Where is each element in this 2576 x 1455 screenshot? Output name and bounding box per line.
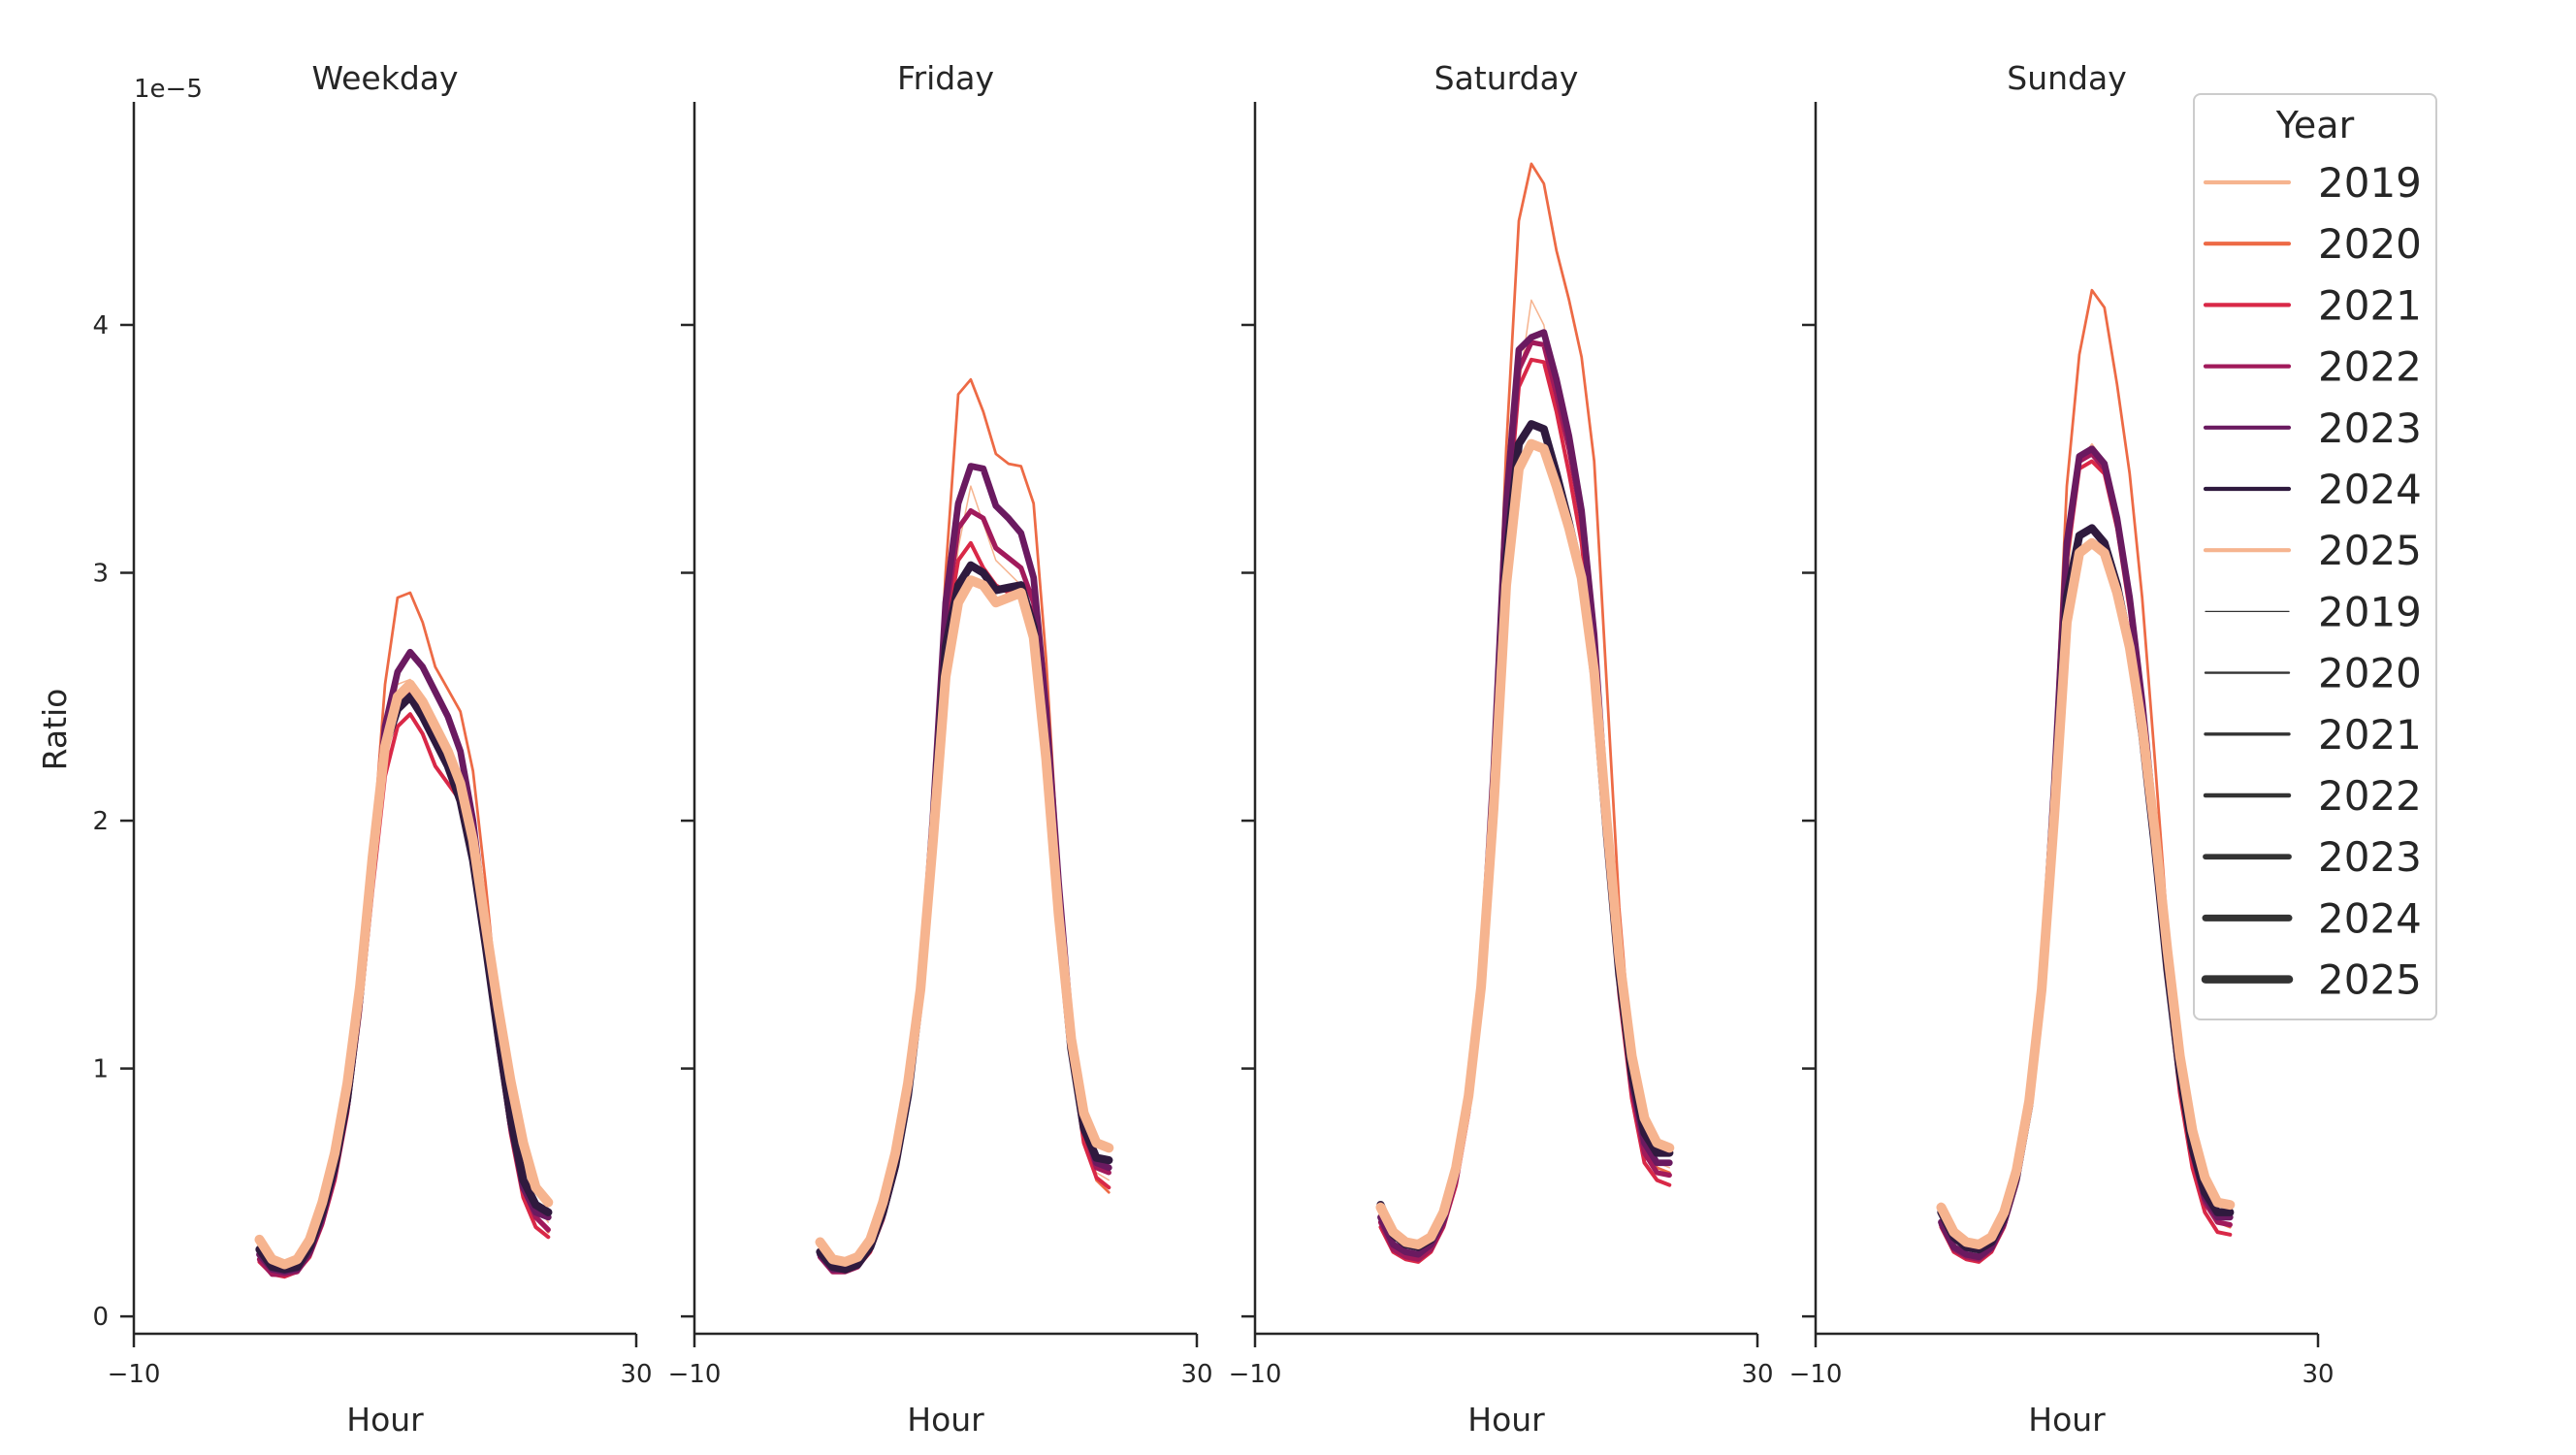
legend-label: 2023	[2318, 833, 2422, 881]
x-tick-label: −10	[668, 1360, 722, 1389]
legend-label: 2021	[2318, 281, 2422, 329]
series-line-2023	[256, 648, 552, 1276]
x-axis-label: Hour	[907, 1401, 984, 1439]
series-line-2021	[1378, 357, 1672, 1264]
y-tick-label: 3	[92, 560, 109, 589]
x-tick-label: −10	[108, 1360, 161, 1389]
series-line-2019	[819, 485, 1111, 1266]
legend-label: 2022	[2318, 772, 2422, 820]
series-line-2020	[1379, 162, 1671, 1259]
series-line-2024	[255, 693, 553, 1274]
panel-title: Friday	[897, 59, 994, 97]
series-line-2020	[819, 377, 1111, 1271]
legend-label: 2022	[2318, 343, 2422, 391]
series-line-2019	[258, 678, 550, 1268]
legend-label: 2024	[2318, 894, 2422, 942]
series-line-2025	[815, 575, 1114, 1267]
x-axis-label: Hour	[346, 1401, 424, 1439]
x-tick-label: 30	[1180, 1360, 1212, 1389]
series-line-2022	[817, 507, 1111, 1275]
legend-label: 2019	[2318, 588, 2422, 635]
series-line-2021	[257, 712, 551, 1279]
panel-title: Sunday	[2007, 59, 2126, 97]
series-line-2021	[818, 540, 1111, 1275]
legend-label: 2025	[2318, 956, 2422, 1004]
panel-friday: Friday −10 30 Hour	[668, 59, 1213, 1439]
panel-weekday: Weekday 0 1 2 3 4 −10 30 Hour	[92, 59, 652, 1439]
x-axis-label: Hour	[2028, 1401, 2106, 1439]
legend-label: 2024	[2318, 466, 2422, 513]
panel-title: Weekday	[311, 59, 458, 97]
series-line-2025	[1375, 438, 1675, 1249]
legend-label: 2020	[2318, 220, 2422, 268]
y-axis-offset-label: 1e−5	[134, 75, 203, 104]
y-tick-label: 0	[92, 1303, 109, 1332]
x-tick-label: 30	[1741, 1360, 1773, 1389]
legend-label: 2023	[2318, 404, 2422, 452]
y-axis-label: Ratio	[36, 689, 74, 771]
legend-label: 2021	[2318, 711, 2422, 759]
y-tick-label: 4	[92, 311, 109, 340]
legend-frame	[2193, 93, 2437, 1020]
legend-title: Year	[2275, 104, 2355, 146]
x-tick-label: 30	[2302, 1360, 2334, 1389]
series-line-2022	[1377, 340, 1672, 1262]
legend-label: 2025	[2318, 527, 2422, 574]
series-line-2024	[1376, 420, 1674, 1251]
legend: Year 2019 2020 2021 2022 2023 2024 2025 2019 2020…	[2193, 93, 2437, 1020]
legend-label: 2020	[2318, 650, 2422, 697]
y-tick-label: 1	[92, 1055, 109, 1084]
panel-sunday: Sunday −10 30 Hour	[1789, 59, 2334, 1439]
x-tick-label: −10	[1789, 1360, 1843, 1389]
x-tick-label: 30	[620, 1360, 652, 1389]
y-tick-label: 2	[92, 807, 109, 836]
panel-saturday: Saturday −10 30 Hour	[1229, 59, 1774, 1439]
series-line-2021	[1939, 459, 2233, 1264]
series-line-2019	[1379, 299, 1671, 1248]
panel-title: Saturday	[1434, 59, 1579, 97]
x-tick-label: −10	[1229, 1360, 1282, 1389]
series-line-2023	[1377, 329, 1673, 1258]
series-line-2022	[256, 689, 551, 1277]
legend-label: 2019	[2318, 159, 2422, 207]
x-axis-label: Hour	[1467, 1401, 1545, 1439]
series-line-2025	[1936, 537, 2236, 1249]
series-line-2024	[816, 561, 1113, 1274]
series-line-2025	[254, 679, 554, 1270]
